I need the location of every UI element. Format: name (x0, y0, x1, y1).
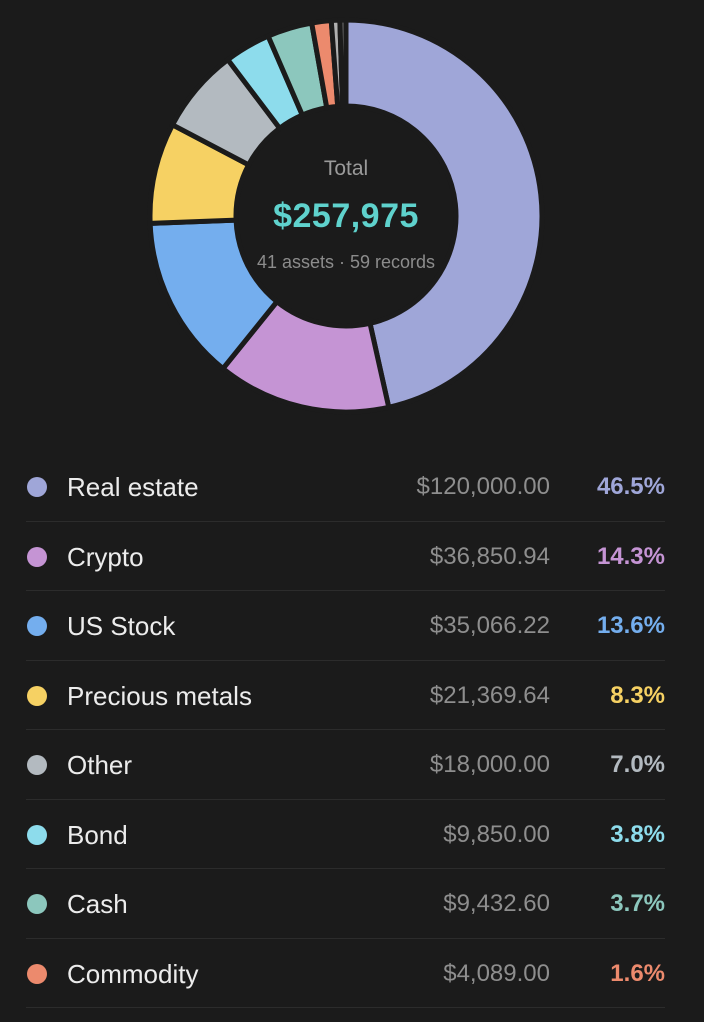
category-percent: 1.6% (610, 959, 665, 987)
category-name: Cash (67, 889, 128, 919)
color-dot-icon (27, 477, 47, 497)
category-amount: $21,369.64 (429, 681, 550, 709)
legend-row-commodity[interactable]: Commodity $4,089.00 1.6% (26, 939, 665, 1008)
category-percent: 3.7% (610, 890, 665, 917)
category-amount: $9,432.60 (443, 890, 550, 917)
color-dot-icon (27, 546, 47, 567)
category-name: Crypto (67, 541, 144, 572)
legend-row-other[interactable]: Other $18,000.00 7.0% (26, 730, 665, 800)
donut-slice-real-estate-0[interactable] (343, 17, 545, 411)
category-percent: 3.8% (610, 820, 665, 848)
legend-row-precious-metals[interactable]: Precious metals $21,369.64 8.3% (26, 661, 665, 730)
color-dot-icon (27, 894, 47, 914)
category-percent: 7.0% (610, 751, 665, 778)
allocation-donut-chart: Total $257,975 41 assets · 59 records (0, 0, 704, 440)
donut-svg (147, 17, 545, 415)
category-name: Commodity (67, 958, 199, 989)
color-dot-icon (27, 824, 47, 845)
color-dot-icon (27, 616, 47, 636)
legend-row-us-stock[interactable]: US Stock $35,066.22 13.6% (26, 591, 665, 661)
category-amount: $9,850.00 (443, 820, 550, 848)
category-amount: $120,000.00 (416, 473, 550, 500)
color-dot-icon (27, 963, 47, 984)
category-name: US Stock (67, 611, 176, 641)
category-percent: 46.5% (596, 473, 665, 500)
total-value: $257,975 (273, 197, 419, 235)
category-percent: 13.6% (596, 612, 665, 639)
category-name: Real estate (67, 472, 199, 502)
legend-row-crypto[interactable]: Crypto $36,850.94 14.3% (26, 522, 665, 591)
category-name: Bond (67, 819, 128, 850)
category-amount: $18,000.00 (429, 751, 550, 778)
category-percent: 14.3% (596, 542, 665, 570)
legend-row-cash[interactable]: Cash $9,432.60 3.7% (26, 869, 665, 939)
legend-row-real-estate[interactable]: Real estate $120,000.00 46.5% (26, 452, 665, 522)
color-dot-icon (27, 685, 47, 706)
color-dot-icon (27, 755, 47, 775)
donut-slice-small-slice-9[interactable] (337, 17, 349, 109)
allocation-legend: Real estate $120,000.00 46.5% Crypto $36… (26, 452, 665, 1008)
legend-row-bond[interactable]: Bond $9,850.00 3.8% (26, 800, 665, 869)
category-percent: 8.3% (610, 681, 665, 709)
category-name: Other (67, 750, 133, 780)
category-amount: $35,066.22 (429, 612, 550, 639)
category-name: Precious metals (67, 680, 252, 711)
category-amount: $36,850.94 (429, 542, 550, 570)
category-amount: $4,089.00 (443, 959, 550, 987)
total-label: Total (323, 157, 369, 180)
assets-records-count: 41 assets · 59 records (256, 252, 436, 272)
